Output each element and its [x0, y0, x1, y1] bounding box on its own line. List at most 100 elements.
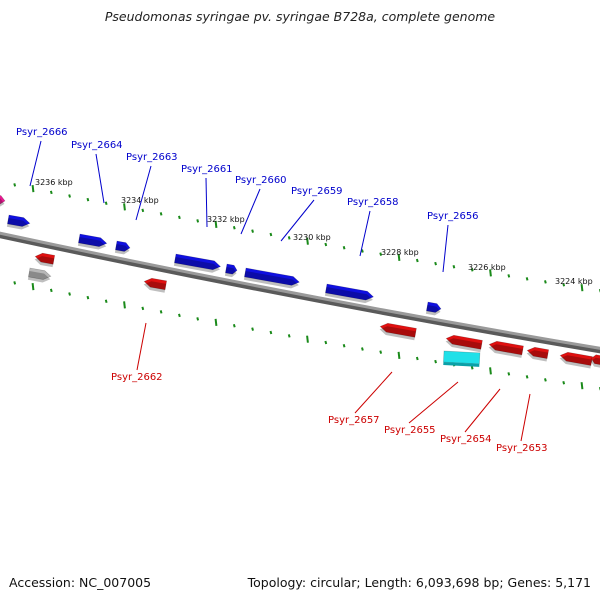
- scale-tick: [379, 252, 383, 256]
- map-title: Pseudomonas syringae pv. syringae B728a,…: [104, 9, 496, 24]
- scale-tick: [544, 280, 547, 284]
- scale-tick: [104, 299, 108, 303]
- forward-label-leader: [240, 188, 261, 235]
- forward-gene-label: Psyr_2661: [181, 164, 233, 175]
- gene-arrow-body: [0, 193, 6, 205]
- reverse-gene: [143, 277, 168, 293]
- reverse-gene: [526, 346, 550, 362]
- forward-label-leader: [95, 153, 105, 204]
- scale-tick: [580, 284, 584, 292]
- scale-tick: [141, 208, 145, 213]
- scale-tick: [251, 327, 254, 331]
- scale-tick: [562, 381, 566, 385]
- reverse-gene-label: Psyr_2653: [496, 443, 548, 454]
- scale-label: 3230 kbp: [293, 233, 331, 242]
- scale-label: 3226 kbp: [468, 263, 506, 272]
- gene-arrow-body: [526, 346, 550, 359]
- reverse-gene-label: Psyr_2654: [440, 434, 492, 445]
- scale-tick: [196, 317, 200, 321]
- forward-gene-label: Psyr_2664: [71, 140, 123, 151]
- scale-tick: [470, 366, 474, 370]
- gene-labels: Psyr_2666Psyr_2664Psyr_2663Psyr_2661Psyr…: [16, 127, 548, 454]
- scale-tick: [287, 334, 291, 338]
- gene-arrow-shadow: [143, 281, 167, 293]
- gene-arrow-shadow: [243, 270, 299, 289]
- scale-tick: [434, 261, 437, 266]
- reverse-gene-label: Psyr_2657: [328, 415, 380, 426]
- scale-tick: [379, 350, 383, 354]
- gene-arrow-body: [379, 322, 417, 338]
- forward-label-leader: [442, 224, 449, 273]
- gene-arrow-shadow: [114, 243, 130, 255]
- scale-tick: [397, 253, 401, 261]
- rna-gene: [443, 350, 481, 367]
- forward-gene: [425, 301, 442, 316]
- scale-label: 3236 kbp: [35, 178, 73, 187]
- forward-gene-label: Psyr_2658: [347, 197, 399, 208]
- rna-gene-shadow: [443, 361, 480, 367]
- gene-arrow-body: [325, 283, 374, 301]
- genome-backbone-shadow: [0, 232, 600, 354]
- scale-tick: [104, 201, 108, 205]
- gene-arrow-shadow: [173, 256, 220, 273]
- scale-tick: [342, 245, 346, 250]
- gene-features: [0, 193, 600, 369]
- forward-label-leader: [205, 177, 208, 228]
- scale-tick: [507, 274, 511, 278]
- gene-arrow-shadow: [488, 344, 523, 358]
- scale-label: 3232 kbp: [207, 215, 245, 224]
- scale-tick: [397, 351, 401, 359]
- scale-tick: [159, 310, 163, 314]
- gene-arrow-shadow: [6, 217, 30, 230]
- scale-tick: [13, 281, 17, 285]
- scale-tick: [123, 203, 126, 211]
- gene-arrow-shadow: [526, 350, 549, 362]
- scale-tick: [141, 306, 145, 311]
- genome-backbone: [0, 231, 600, 350]
- gene-arrow-body: [445, 334, 483, 350]
- scale-label: 3224 kbp: [555, 277, 593, 286]
- gene-arrow-body: [559, 351, 593, 366]
- forward-scale-ticks: [13, 183, 600, 293]
- gene-arrow-body: [78, 233, 108, 247]
- other-gene: [0, 193, 6, 208]
- gene-arrow-shadow: [0, 196, 5, 208]
- forward-gene: [173, 253, 222, 273]
- forward-gene-label: Psyr_2663: [126, 152, 178, 163]
- scale-tick: [232, 324, 236, 328]
- reverse-label-leader: [520, 393, 531, 442]
- forward-label-leader: [135, 165, 152, 221]
- gene-arrow-shadow: [425, 304, 441, 316]
- scale-tick: [68, 292, 71, 296]
- scale-tick: [434, 359, 437, 364]
- forward-gene-label: Psyr_2660: [235, 175, 287, 186]
- scale-tick: [232, 226, 236, 230]
- scale-tick: [49, 190, 53, 195]
- reverse-label-leader: [408, 381, 459, 424]
- scale-tick: [415, 356, 419, 361]
- scale-tick: [31, 185, 35, 193]
- scale-tick: [324, 340, 328, 345]
- scale-tick: [452, 264, 456, 269]
- genome-summary-text: Topology: circular; Length: 6,093,698 bp…: [247, 575, 591, 590]
- gene-arrow-body: [488, 340, 524, 356]
- gene-arrow-shadow: [590, 357, 600, 368]
- scale-tick: [178, 313, 181, 318]
- scale-tick: [562, 283, 566, 287]
- gene-arrow-body: [143, 277, 168, 291]
- reverse-gene: [559, 351, 593, 369]
- scale-tick: [86, 295, 90, 300]
- reverse-scale-ticks: [13, 281, 600, 391]
- scale-tick: [525, 277, 529, 281]
- forward-gene: [243, 267, 300, 289]
- scale-tick: [123, 301, 126, 309]
- scale-label: 3234 kbp: [121, 196, 159, 205]
- reverse-gene-label: Psyr_2662: [111, 372, 163, 383]
- forward-gene-label: Psyr_2659: [291, 186, 343, 197]
- scale-tick: [178, 215, 181, 220]
- reverse-label-leader: [354, 371, 393, 414]
- reverse-gene: [379, 322, 417, 341]
- reverse-label-leader: [464, 388, 501, 433]
- scale-tick: [306, 335, 309, 343]
